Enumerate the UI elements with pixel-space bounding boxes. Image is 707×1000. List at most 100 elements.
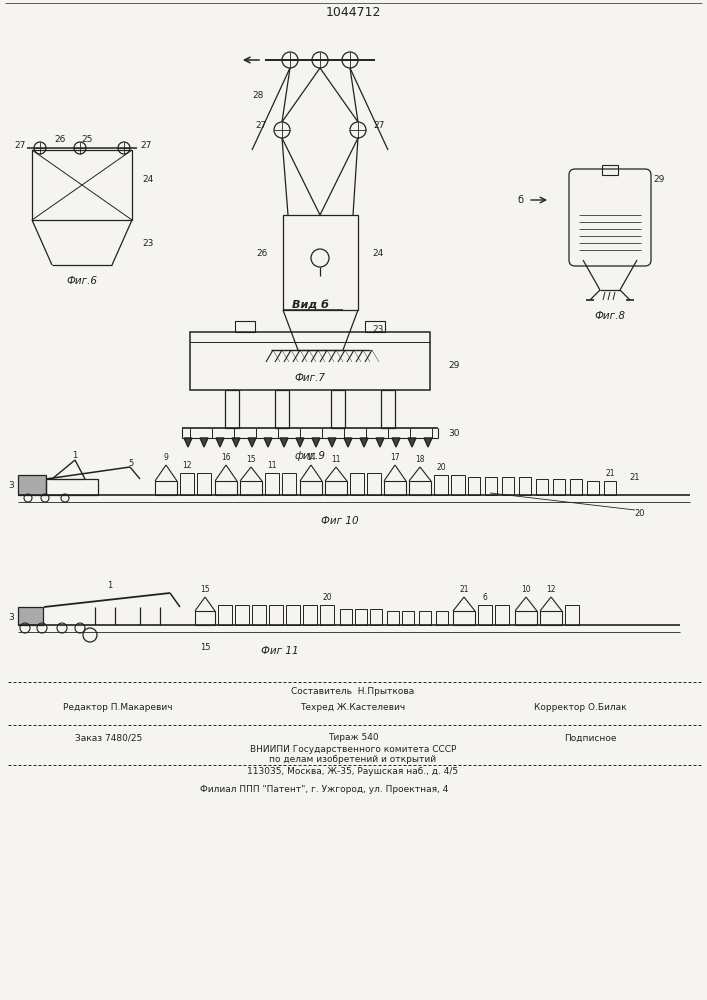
Polygon shape — [408, 438, 416, 447]
Text: 15: 15 — [246, 456, 256, 464]
Polygon shape — [280, 438, 288, 447]
Text: Подписное: Подписное — [563, 734, 617, 742]
Text: Тираж 540: Тираж 540 — [327, 734, 378, 742]
Bar — [18, 475, 46, 495]
Text: Фиг.8: Фиг.8 — [595, 311, 626, 321]
Polygon shape — [392, 438, 400, 447]
Bar — [325, 481, 347, 495]
Bar — [409, 481, 431, 495]
Text: 27: 27 — [256, 120, 267, 129]
Text: 24: 24 — [372, 248, 383, 257]
Bar — [587, 481, 599, 495]
Bar — [540, 611, 562, 625]
Bar — [320, 605, 334, 625]
Bar — [46, 479, 98, 495]
Text: Корректор О.Билак: Корректор О.Билак — [534, 702, 626, 712]
Bar — [240, 481, 262, 495]
Bar — [365, 321, 385, 332]
Bar — [225, 390, 239, 428]
Bar — [553, 479, 565, 495]
Bar — [18, 607, 43, 625]
Text: Заказ 7480/25: Заказ 7480/25 — [75, 734, 142, 742]
Text: 23: 23 — [372, 326, 383, 334]
Text: 3: 3 — [8, 481, 14, 489]
Bar — [282, 473, 296, 495]
Text: 28: 28 — [252, 91, 264, 100]
Bar — [355, 609, 367, 625]
Text: 5: 5 — [128, 458, 133, 468]
Text: 11: 11 — [267, 462, 276, 471]
Text: 24: 24 — [142, 176, 153, 184]
Text: 27: 27 — [373, 120, 385, 129]
Bar — [565, 605, 579, 625]
Text: 26: 26 — [54, 135, 66, 144]
Text: 1: 1 — [72, 450, 78, 460]
Bar — [485, 477, 497, 495]
Bar — [451, 475, 465, 495]
Text: 16: 16 — [221, 454, 230, 462]
Text: 27: 27 — [140, 141, 152, 150]
Bar — [519, 477, 531, 495]
Bar — [265, 473, 279, 495]
Text: 20: 20 — [635, 508, 645, 518]
Bar — [215, 481, 237, 495]
Bar — [286, 605, 300, 625]
Bar — [478, 605, 492, 625]
Bar — [190, 332, 430, 390]
Bar — [602, 165, 618, 175]
Text: Фиг.6: Фиг.6 — [66, 276, 98, 286]
Bar — [32, 150, 132, 220]
Bar — [381, 390, 395, 428]
Bar — [468, 477, 480, 495]
Bar — [269, 605, 283, 625]
Bar — [218, 605, 232, 625]
Text: Фиг 10: Фиг 10 — [321, 516, 359, 526]
Text: 1044712: 1044712 — [325, 6, 380, 19]
Text: ВНИИПИ Государственного комитета СССР: ВНИИПИ Государственного комитета СССР — [250, 746, 456, 754]
Text: 21: 21 — [605, 470, 615, 479]
Polygon shape — [376, 438, 384, 447]
Text: 21: 21 — [460, 585, 469, 594]
Text: 21: 21 — [630, 473, 641, 482]
Polygon shape — [328, 438, 336, 447]
Bar — [370, 609, 382, 625]
Bar — [402, 611, 414, 625]
Text: 6: 6 — [483, 593, 487, 602]
Text: 20: 20 — [322, 593, 332, 602]
Bar — [252, 605, 266, 625]
Polygon shape — [248, 438, 256, 447]
Text: 11: 11 — [332, 456, 341, 464]
Text: 29: 29 — [448, 360, 460, 369]
Text: фиг.9: фиг.9 — [295, 451, 325, 461]
Polygon shape — [344, 438, 352, 447]
Text: по делам изобретений и открытий: по делам изобретений и открытий — [269, 756, 436, 764]
Text: Филиал ППП "Патент", г. Ужгород, ул. Проектная, 4: Филиал ППП "Патент", г. Ужгород, ул. Про… — [200, 786, 448, 794]
Bar — [495, 605, 509, 625]
Text: 17: 17 — [390, 454, 400, 462]
Polygon shape — [216, 438, 224, 447]
Text: 27: 27 — [14, 141, 25, 150]
Bar — [340, 609, 352, 625]
Text: Составитель  Н.Прыткова: Составитель Н.Прыткова — [291, 688, 414, 696]
Polygon shape — [312, 438, 320, 447]
Polygon shape — [296, 438, 304, 447]
Text: Фиг 11: Фиг 11 — [261, 646, 299, 656]
Polygon shape — [184, 438, 192, 447]
Bar — [197, 473, 211, 495]
Bar — [155, 481, 177, 495]
Text: 20: 20 — [436, 464, 446, 473]
Text: 1: 1 — [107, 580, 112, 589]
Bar — [515, 611, 537, 625]
Bar — [453, 611, 475, 625]
Text: Фиг.7: Фиг.7 — [295, 373, 325, 383]
Text: 12: 12 — [182, 462, 192, 471]
Bar — [331, 390, 345, 428]
Bar — [387, 611, 399, 625]
Text: 29: 29 — [653, 176, 665, 184]
Polygon shape — [200, 438, 208, 447]
Text: Техред Ж.Кастелевич: Техред Ж.Кастелевич — [300, 702, 406, 712]
Bar — [536, 479, 548, 495]
Bar — [419, 611, 431, 625]
Polygon shape — [360, 438, 368, 447]
Bar — [235, 605, 249, 625]
